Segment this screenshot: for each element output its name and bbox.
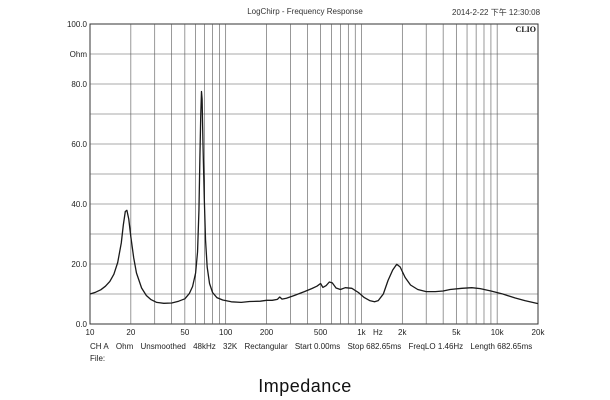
info-channel: CH A [90,342,109,351]
info-freqlo: FreqLO 1.46Hz [408,342,464,351]
x-tick-label: 10k [491,328,505,337]
chart-timestamp: 2014-2-22 下午 12:30:08 [452,8,541,17]
x-tick-label: 1k [357,328,366,337]
y-tick-label: 40.0 [71,200,87,209]
info-window: Rectangular [244,342,288,351]
info-start: Start 0.00ms [294,342,341,351]
x-unit-label: Hz [373,328,383,337]
y-unit-label: Ohm [70,50,88,59]
x-tick-label: 100 [219,328,233,337]
info-size: 32K [223,342,238,351]
chart-title: LogChirp - Frequency Response [247,7,363,16]
x-tick-label: 20 [126,328,135,337]
x-tick-label: 10 [86,328,95,337]
impedance-curve [89,90,539,305]
y-tick-label: 80.0 [71,80,87,89]
impedance-chart: 0.0 20.0 40.0 60.0 80.0 100.0 Ohm 10 20 50 100 200 5… [67,20,546,337]
y-tick-label: 60.0 [71,140,87,149]
info-smoothing: Unsmoothed [140,342,186,351]
info-sample-rate: 48kHz [193,342,216,351]
x-tick-label: 5k [452,328,461,337]
x-tick-label: 200 [260,328,274,337]
y-tick-label: 0.0 [76,320,88,329]
x-tick-label: 20k [532,328,546,337]
info-length: Length 682.65ms [470,342,533,351]
info-stop: Stop 682.65ms [347,342,402,351]
figure-caption: Impedance [258,376,352,396]
x-tick-label: 2k [398,328,407,337]
clio-logo: CLIO [516,25,536,34]
info-unit: Ohm [115,342,134,351]
y-tick-label: 20.0 [71,260,87,269]
x-tick-label: 50 [180,328,189,337]
y-tick-label: 100.0 [67,20,88,29]
x-tick-label: 500 [314,328,328,337]
measurement-info: CH A Ohm Unsmoothed 48kHz 32K Rectangula… [90,342,537,351]
file-label: File: [90,354,106,363]
